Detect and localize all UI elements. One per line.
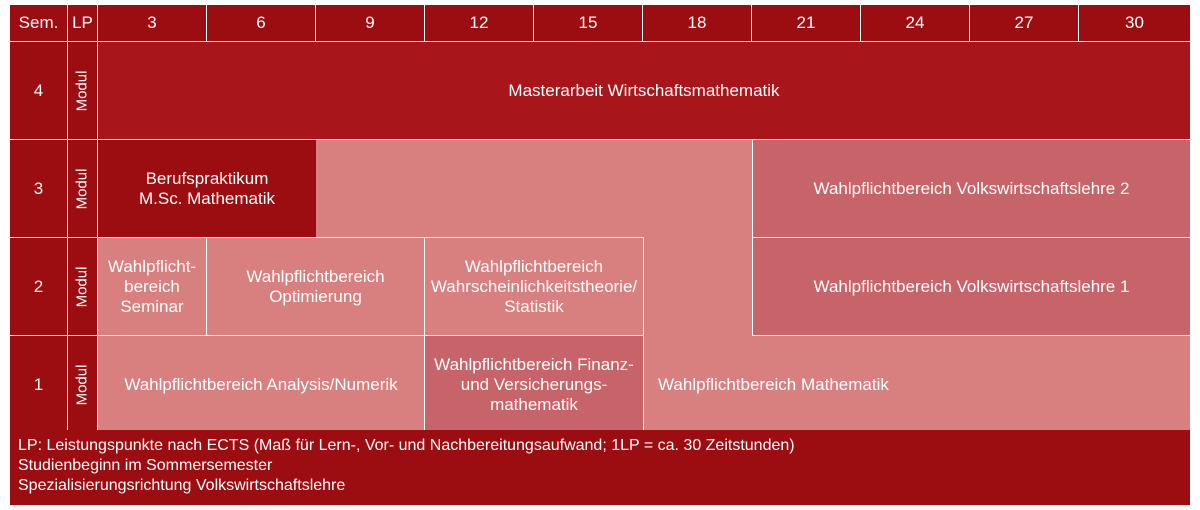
modul-label-sem-1: Modul xyxy=(68,336,97,434)
modul-label-sem-2: Modul xyxy=(68,238,97,335)
header-sem: Sem. xyxy=(10,5,68,41)
footer-specialization: Spezialisierungsrichtung Volkswirtschaft… xyxy=(18,477,346,494)
header-col-6: 6 xyxy=(207,5,316,41)
legend-footer: LP: Leistungspunkte nach ECTS (Maß für L… xyxy=(10,430,1190,505)
header-col-30: 30 xyxy=(1079,5,1190,41)
semester-4-label: 4 xyxy=(10,42,67,139)
module-wahrscheinlichkeitstheorie: Wahlpflichtbereich Wahrscheinlichkeitsth… xyxy=(425,238,643,335)
header-col-9: 9 xyxy=(316,5,425,41)
module-mathematik-bg-sem3 xyxy=(316,140,752,237)
module-vwl-1: Wahlpflichtbereich Volkswirtschaftslehre… xyxy=(753,238,1190,335)
module-seminar: Wahlpflicht- bereich Seminar xyxy=(98,238,206,335)
modul-text: Modul xyxy=(73,364,91,406)
semester-3-label: 3 xyxy=(10,140,67,237)
module-finanz-versicherung: Wahlpflichtbereich Finanz- und Versicher… xyxy=(425,336,643,434)
module-berufspraktikum: Berufspraktikum M.Sc. Mathematik xyxy=(98,140,316,237)
header-col-27: 27 xyxy=(970,5,1079,41)
module-optimierung: Wahlpflichtbereich Optimierung xyxy=(207,238,424,335)
footer-lp-explanation: LP: Leistungspunkte nach ECTS (Maß für L… xyxy=(18,437,795,454)
footer-study-start: Studienbeginn im Sommersemester xyxy=(18,457,273,474)
modul-text: Modul xyxy=(73,266,91,307)
module-vwl-2: Wahlpflichtbereich Volkswirtschaftslehre… xyxy=(753,140,1190,237)
modul-label-sem-3: Modul xyxy=(68,140,97,237)
header-col-15: 15 xyxy=(534,5,643,41)
semester-1-label: 1 xyxy=(10,336,67,434)
semester-2-label: 2 xyxy=(10,238,67,335)
modul-text: Modul xyxy=(73,168,91,209)
modul-text: Modul xyxy=(73,70,91,111)
header-col-24: 24 xyxy=(861,5,970,41)
header-col-21: 21 xyxy=(752,5,861,41)
module-masterarbeit: Masterarbeit Wirtschaftsmathematik xyxy=(98,42,1190,139)
header-col-18: 18 xyxy=(643,5,752,41)
modul-label-sem-4: Modul xyxy=(68,42,97,139)
study-plan-diagram: Sem. LP 3 6 9 12 15 18 21 24 27 30 4 3 2… xyxy=(10,5,1190,505)
module-mathematik: Wahlpflichtbereich Mathematik xyxy=(644,336,1190,434)
module-mathematik-bg-sem2 xyxy=(644,237,752,336)
module-analysis-numerik: Wahlpflichtbereich Analysis/Numerik xyxy=(98,336,424,434)
header-col-3: 3 xyxy=(98,5,207,41)
header-lp: LP xyxy=(68,5,98,41)
header-col-12: 12 xyxy=(425,5,534,41)
